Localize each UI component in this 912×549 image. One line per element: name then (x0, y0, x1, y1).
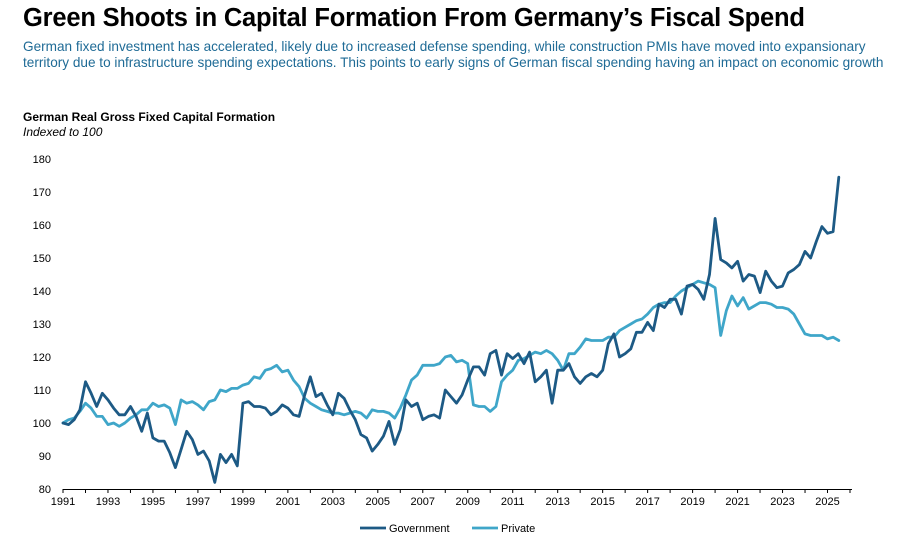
y-tick-label: 90 (39, 451, 51, 463)
y-tick-label: 80 (39, 484, 51, 496)
x-tick-label: 2009 (456, 496, 480, 508)
x-tick-label: 2013 (545, 496, 569, 508)
chart-legend: Government Private (360, 523, 535, 535)
y-tick-label: 130 (33, 319, 51, 331)
y-tick-label: 110 (33, 385, 51, 397)
x-tick-label: 2023 (770, 496, 794, 508)
series-line-government (61, 175, 841, 484)
y-tick-label: 120 (33, 352, 51, 364)
chart-title: German Real Gross Fixed Capital Formatio… (23, 110, 276, 124)
chart-series (61, 175, 841, 484)
x-tick-label: 2025 (815, 496, 839, 508)
x-tick-label: 2015 (590, 496, 614, 508)
x-tick-label: 2003 (321, 496, 345, 508)
series-line-private (61, 279, 841, 428)
x-tick-label: 2001 (276, 496, 300, 508)
x-tick-label: 1993 (96, 496, 120, 508)
x-tick-label: 2021 (725, 496, 749, 508)
x-tick-label: 2019 (680, 496, 704, 508)
x-tick-label: 2011 (501, 496, 525, 508)
chart-subtitle: Indexed to 100 (23, 125, 103, 139)
x-tick-label: 2017 (635, 496, 659, 508)
x-tick-label: 1995 (141, 496, 165, 508)
y-tick-label: 180 (33, 154, 51, 166)
y-tick-label: 160 (33, 220, 51, 232)
y-tick-label: 170 (33, 187, 51, 199)
page-title: Green Shoots in Capital Formation From G… (23, 4, 805, 32)
x-tick-label: 2007 (411, 496, 435, 508)
y-tick-label: 100 (33, 418, 51, 430)
legend-label-government: Government (389, 523, 450, 535)
x-tick-label: 1997 (186, 496, 210, 508)
legend-label-private: Private (501, 523, 535, 535)
y-tick-label: 140 (33, 286, 51, 298)
y-tick-label: 150 (33, 253, 51, 265)
x-tick-label: 1999 (231, 496, 255, 508)
page-subtitle: German fixed investment has accelerated,… (23, 39, 884, 70)
x-tick-label: 1991 (51, 496, 75, 508)
x-tick-label: 2005 (366, 496, 390, 508)
